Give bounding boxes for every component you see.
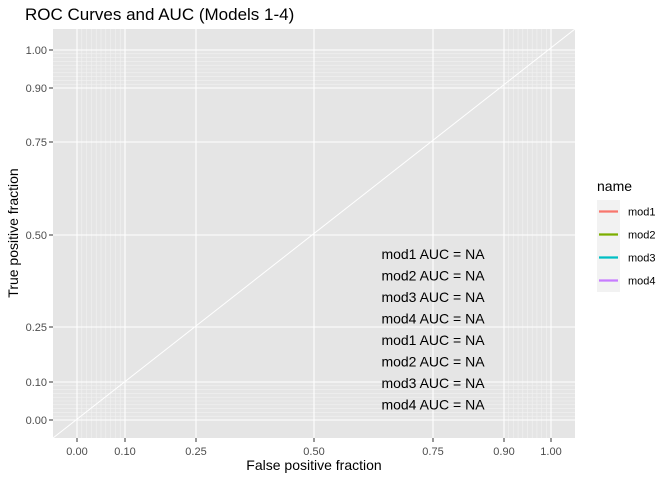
legend-label: mod2 bbox=[628, 230, 656, 242]
auc-annotation: mod2 AUC = NA bbox=[381, 268, 485, 284]
auc-annotation: mod1 AUC = NA bbox=[381, 332, 485, 348]
y-axis-title: True positive fraction bbox=[5, 168, 21, 297]
auc-annotation: mod4 AUC = NA bbox=[381, 397, 485, 413]
x-axis-ticks: 0.00 0.10 0.25 0.50 0.75 0.90 1.00 bbox=[66, 438, 562, 458]
x-axis-title: False positive fraction bbox=[246, 457, 381, 473]
x-tick-label: 0.00 bbox=[66, 446, 87, 458]
x-tick-label: 0.10 bbox=[114, 446, 135, 458]
reference-diagonal-line bbox=[52, 28, 576, 439]
auc-annotation: mod4 AUC = NA bbox=[381, 311, 485, 327]
y-tick-label: 0.10 bbox=[26, 377, 47, 389]
y-tick-label: 0.25 bbox=[26, 322, 47, 334]
y-axis-ticks: 0.00 0.10 0.25 0.50 0.75 0.90 1.00 bbox=[26, 45, 53, 427]
x-tick-label: 1.00 bbox=[540, 446, 561, 458]
y-tick-label: 0.50 bbox=[26, 230, 47, 242]
y-tick-label: 0.90 bbox=[26, 83, 47, 95]
legend-title: name bbox=[597, 178, 632, 194]
legend-label: mod4 bbox=[628, 276, 656, 288]
y-tick-label: 0.00 bbox=[26, 415, 47, 427]
x-tick-label: 0.50 bbox=[303, 446, 324, 458]
auc-annotation: mod3 AUC = NA bbox=[381, 375, 485, 391]
auc-annotation: mod2 AUC = NA bbox=[381, 354, 485, 370]
chart-title: ROC Curves and AUC (Models 1-4) bbox=[25, 5, 294, 24]
x-tick-label: 0.75 bbox=[422, 446, 443, 458]
y-tick-label: 1.00 bbox=[26, 45, 47, 57]
legend-label: mod3 bbox=[628, 253, 656, 265]
legend: name mod1 mod2 mod3 mod4 bbox=[597, 178, 656, 292]
x-tick-label: 0.25 bbox=[185, 446, 206, 458]
legend-label: mod1 bbox=[628, 207, 656, 219]
major-grid bbox=[53, 29, 575, 438]
auc-annotations: mod1 AUC = NA mod2 AUC = NA mod3 AUC = NA m… bbox=[381, 246, 485, 413]
auc-annotation: mod1 AUC = NA bbox=[381, 246, 485, 262]
auc-annotation: mod3 AUC = NA bbox=[381, 289, 485, 305]
x-tick-label: 0.90 bbox=[493, 446, 514, 458]
y-tick-label: 0.75 bbox=[26, 137, 47, 149]
